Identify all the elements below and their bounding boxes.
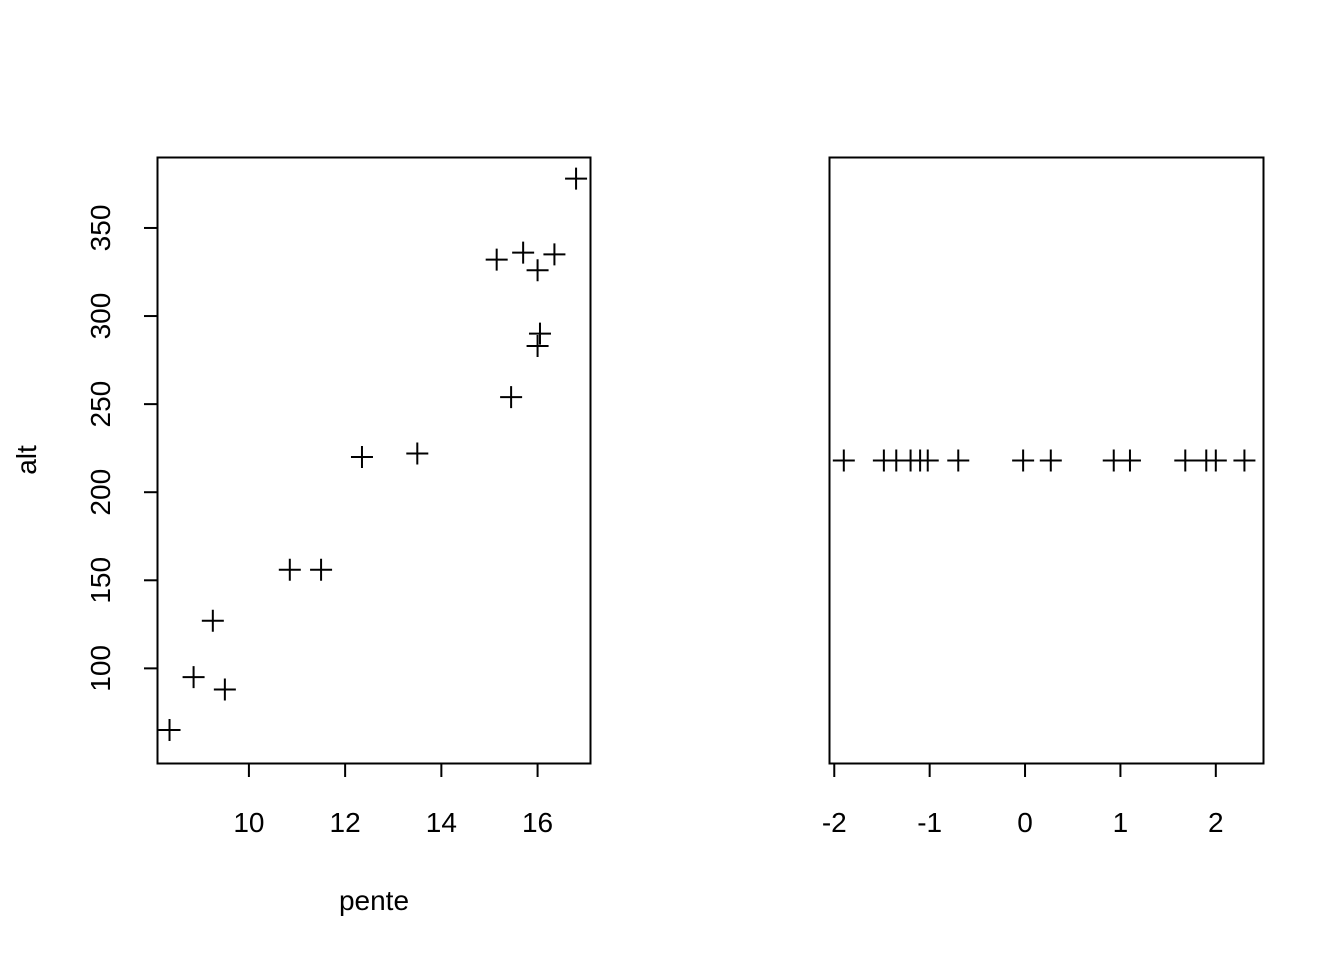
y-axis: 100 150 200 250 300 350 [85,205,159,692]
data-point [278,558,301,581]
y-tick-label: 350 [85,205,116,252]
x-tick-label: 0 [1017,807,1033,838]
x-tick-label: 16 [522,807,553,838]
x-axis: 10 12 14 16 [233,762,553,838]
x-tick-label: 2 [1208,807,1224,838]
y-tick-label: 300 [85,293,116,340]
data-point [350,445,373,468]
data-point [158,719,181,742]
data-point [947,449,970,472]
x-axis: -2 -1 0 1 2 [822,762,1224,838]
data-point [213,678,236,701]
point-series [832,449,1256,472]
point-series [158,167,588,742]
x-tick-label: 1 [1113,807,1129,838]
y-tick-label: 100 [85,645,116,692]
y-tick-label: 150 [85,557,116,604]
y-axis-label: alt [11,445,42,475]
y-tick-label: 200 [85,469,116,516]
data-point [500,386,523,409]
data-point [1204,449,1227,472]
plot-frame [156,156,592,765]
data-point [485,248,508,271]
y-tick-label: 250 [85,381,116,428]
data-point [1118,449,1141,472]
x-tick-label: 14 [426,807,457,838]
data-point [1039,449,1062,472]
x-axis-label: pente [339,885,409,916]
data-point [201,609,224,632]
x-tick-label: 10 [233,807,264,838]
data-point [526,334,549,357]
data-point [916,449,939,472]
data-point [182,666,205,689]
data-point [406,442,429,465]
data-point [512,241,535,264]
scatter-panel-left: 10 12 14 16 100 150 200 250 300 350 pente alt [11,156,592,916]
data-point [528,322,551,345]
data-point [1233,449,1256,472]
data-point [1012,449,1035,472]
data-point [565,167,588,190]
x-tick-label: -1 [917,807,942,838]
data-point [832,449,855,472]
data-point [1174,449,1197,472]
x-tick-label: 12 [330,807,361,838]
data-point [310,558,333,581]
data-point [543,243,566,266]
scatter-panel-right: -2 -1 0 1 2 [822,156,1265,838]
x-tick-label: -2 [822,807,847,838]
data-point [526,259,549,282]
